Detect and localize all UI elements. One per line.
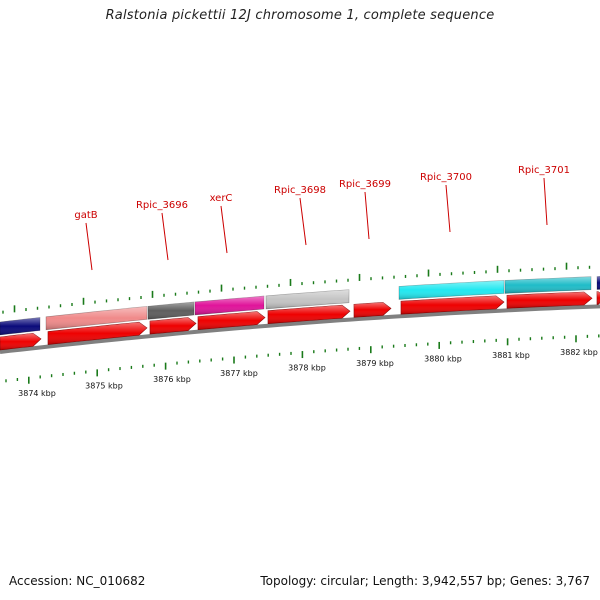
cds-arrow-shading xyxy=(150,317,196,335)
gene-label: xerC xyxy=(210,193,233,204)
accession-text: Accession: NC_010682 xyxy=(9,574,146,588)
cds-arrow-shading xyxy=(0,333,41,350)
sequence-summary: Topology: circular; Length: 3,942,557 bp… xyxy=(260,574,590,588)
feature-shading xyxy=(195,296,264,315)
scale-label: 3879 kbp xyxy=(356,359,394,368)
feature-shading xyxy=(148,302,194,320)
gene-label: Rpic_3700 xyxy=(420,172,472,183)
scale-label: 3875 kbp xyxy=(85,382,123,391)
feature-shading xyxy=(399,280,504,300)
gene-leader-line xyxy=(299,197,307,246)
gene-leader-line xyxy=(364,191,370,240)
feature-shading xyxy=(266,289,349,309)
gene-leader-line xyxy=(445,184,451,233)
gene-leader-line xyxy=(161,212,169,261)
scale-label: 3882 kbp xyxy=(560,348,598,357)
gene-label: Rpic_3696 xyxy=(136,200,188,211)
gene-leader-line xyxy=(85,222,93,271)
scale-label: 3881 kbp xyxy=(492,351,530,360)
scale-label: 3878 kbp xyxy=(288,364,326,373)
backbone-arc xyxy=(0,304,600,354)
cds-arrow-shading xyxy=(268,305,350,324)
scale-label: 3874 kbp xyxy=(18,389,56,398)
gene-label: gatB xyxy=(74,210,97,221)
scale-label: 3877 kbp xyxy=(220,369,258,378)
cds-arrow-shading xyxy=(597,291,600,305)
feature-shading xyxy=(0,317,40,335)
gene-label: Rpic_3699 xyxy=(339,179,391,190)
feature-shading xyxy=(505,276,591,294)
cds-arrow-shading xyxy=(354,302,391,318)
map-title: Ralstonia pickettii 12J chromosome 1, co… xyxy=(105,8,495,23)
cds-arrow-shading xyxy=(507,292,592,309)
gene-leader-line xyxy=(543,177,548,226)
feature-shading xyxy=(597,276,600,290)
feature-shading xyxy=(46,306,147,330)
gene-leader-line xyxy=(220,205,228,254)
scale-label: 3876 kbp xyxy=(153,375,191,384)
scale-label: 3880 kbp xyxy=(424,355,462,364)
gene-label: Rpic_3701 xyxy=(518,165,570,176)
gene-label: Rpic_3698 xyxy=(274,185,326,196)
cds-arrow-shading xyxy=(198,311,265,330)
cds-arrow-shading xyxy=(401,295,504,315)
cds-arrow-shading xyxy=(48,322,147,345)
